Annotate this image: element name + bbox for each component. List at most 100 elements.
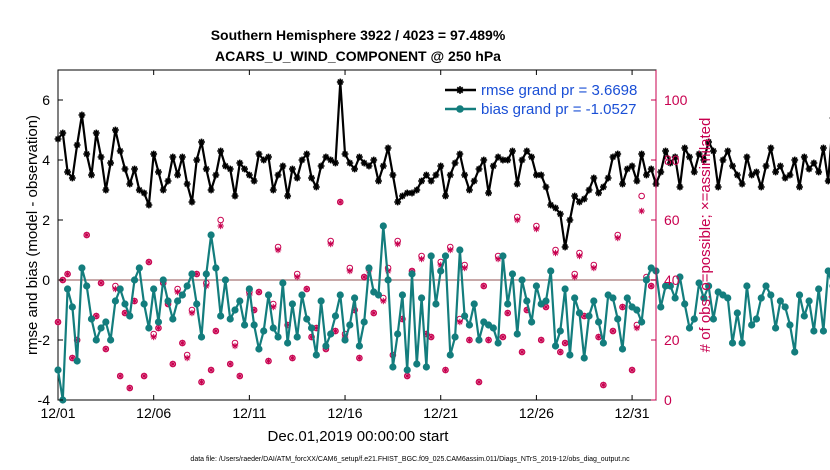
rmse-point bbox=[289, 165, 296, 173]
obs-assimilated-point bbox=[150, 333, 157, 341]
bias-point bbox=[556, 327, 564, 335]
obs-assimilated-point bbox=[212, 327, 220, 335]
rmse-point bbox=[155, 168, 162, 176]
obs-assimilated-point bbox=[193, 270, 200, 278]
rmse-point bbox=[800, 153, 808, 161]
rmse-point bbox=[571, 192, 579, 200]
legend-bias-marker bbox=[456, 105, 464, 113]
rmse-point bbox=[389, 171, 397, 179]
x-tick-label: 12/01 bbox=[40, 405, 75, 421]
obs-assimilated-point bbox=[255, 288, 263, 296]
bias-point bbox=[245, 285, 253, 293]
obs-assimilated-point bbox=[638, 207, 645, 215]
bias-point bbox=[83, 282, 91, 290]
rmse-point bbox=[461, 171, 469, 179]
rmse-point bbox=[628, 162, 636, 170]
rmse-point bbox=[662, 147, 669, 155]
bias-point bbox=[575, 309, 584, 317]
bias-point bbox=[666, 282, 674, 290]
legend: rmse grand pr = 3.6698 bias grand pr = -… bbox=[445, 82, 637, 118]
rmse-point bbox=[614, 150, 622, 158]
rmse-point bbox=[399, 192, 406, 200]
bias-point bbox=[413, 360, 421, 368]
rmse-point bbox=[705, 138, 713, 146]
rmse-point bbox=[686, 153, 693, 161]
y-tick-label: 0 bbox=[42, 272, 50, 288]
bias-point bbox=[571, 294, 579, 302]
rmse-point bbox=[480, 156, 488, 164]
obs-assimilated-point bbox=[83, 231, 90, 239]
obs-assimilated-point bbox=[145, 258, 153, 266]
obs-assimilated-point bbox=[595, 333, 602, 341]
rmse-point bbox=[222, 162, 229, 170]
rmse-point bbox=[772, 168, 779, 176]
obs-assimilated-point bbox=[54, 318, 62, 326]
rmse-point bbox=[68, 174, 76, 182]
bias-point bbox=[389, 363, 397, 371]
rmse-point bbox=[140, 189, 148, 197]
bias-point bbox=[288, 300, 297, 308]
rmse-point bbox=[504, 156, 512, 164]
bias-point bbox=[164, 297, 172, 305]
rmse-point bbox=[547, 201, 555, 209]
rmse-point bbox=[619, 180, 626, 188]
bias-point bbox=[365, 264, 373, 272]
rmse-point bbox=[274, 171, 282, 179]
bias-point bbox=[54, 366, 62, 374]
rmse-point bbox=[815, 168, 823, 176]
bias-point bbox=[504, 300, 512, 308]
rmse-point bbox=[580, 195, 588, 203]
rmse-point bbox=[317, 162, 325, 170]
obs-assimilated-point bbox=[179, 339, 186, 347]
rmse-point bbox=[312, 183, 320, 191]
obs-assimilated-point bbox=[102, 345, 110, 353]
rmse-point bbox=[748, 171, 756, 179]
legend-rmse-marker bbox=[456, 86, 464, 94]
bias-point bbox=[331, 312, 340, 320]
obs-assimilated-point bbox=[461, 264, 468, 272]
bias-point bbox=[307, 324, 316, 332]
y-tick-right-label: 100 bbox=[664, 92, 688, 108]
rmse-point bbox=[733, 171, 741, 179]
bias-point bbox=[580, 354, 588, 362]
rmse-point bbox=[231, 192, 239, 200]
bias-point bbox=[145, 324, 153, 332]
bias-point bbox=[499, 252, 507, 260]
rmse-point bbox=[810, 159, 818, 167]
rmse-point bbox=[781, 174, 789, 182]
bias-point bbox=[341, 336, 349, 344]
bias-point bbox=[188, 270, 196, 278]
bias-point bbox=[303, 315, 311, 323]
rmse-point bbox=[102, 186, 110, 194]
bias-point bbox=[355, 342, 363, 350]
rmse-point bbox=[643, 171, 650, 179]
bias-point bbox=[695, 279, 703, 287]
obs-assimilated-point bbox=[97, 279, 105, 287]
rmse-point bbox=[552, 204, 559, 212]
bias-point bbox=[274, 333, 282, 341]
obs-assimilated-point bbox=[447, 246, 454, 254]
rmse-point bbox=[791, 156, 799, 164]
x-tick-label: 12/11 bbox=[232, 405, 266, 421]
obs-assimilated-point bbox=[394, 240, 401, 248]
bias-point bbox=[264, 291, 273, 299]
obs-assimilated-point bbox=[418, 255, 425, 263]
bias-point bbox=[379, 222, 387, 230]
obs-assimilated-point bbox=[155, 324, 162, 332]
rmse-point bbox=[418, 177, 425, 185]
rmse-point bbox=[207, 186, 215, 194]
bias-point bbox=[178, 291, 186, 299]
bias-point bbox=[551, 342, 560, 350]
rmse-point bbox=[518, 156, 526, 164]
bias-point bbox=[87, 315, 96, 323]
rmse-point bbox=[494, 153, 502, 161]
y-tick-label: -4 bbox=[38, 392, 51, 408]
rmse-point bbox=[442, 192, 449, 200]
bias-point bbox=[212, 264, 220, 272]
chart-subtitle: ACARS_U_WIND_COMPONENT @ 250 hPa bbox=[215, 48, 501, 64]
obs-assimilated-point bbox=[609, 327, 617, 335]
y-axis-label: rmse and bias (model - observation) bbox=[24, 115, 41, 355]
rmse-point bbox=[753, 168, 760, 176]
bias-point bbox=[461, 312, 469, 320]
bias-point bbox=[815, 285, 823, 293]
